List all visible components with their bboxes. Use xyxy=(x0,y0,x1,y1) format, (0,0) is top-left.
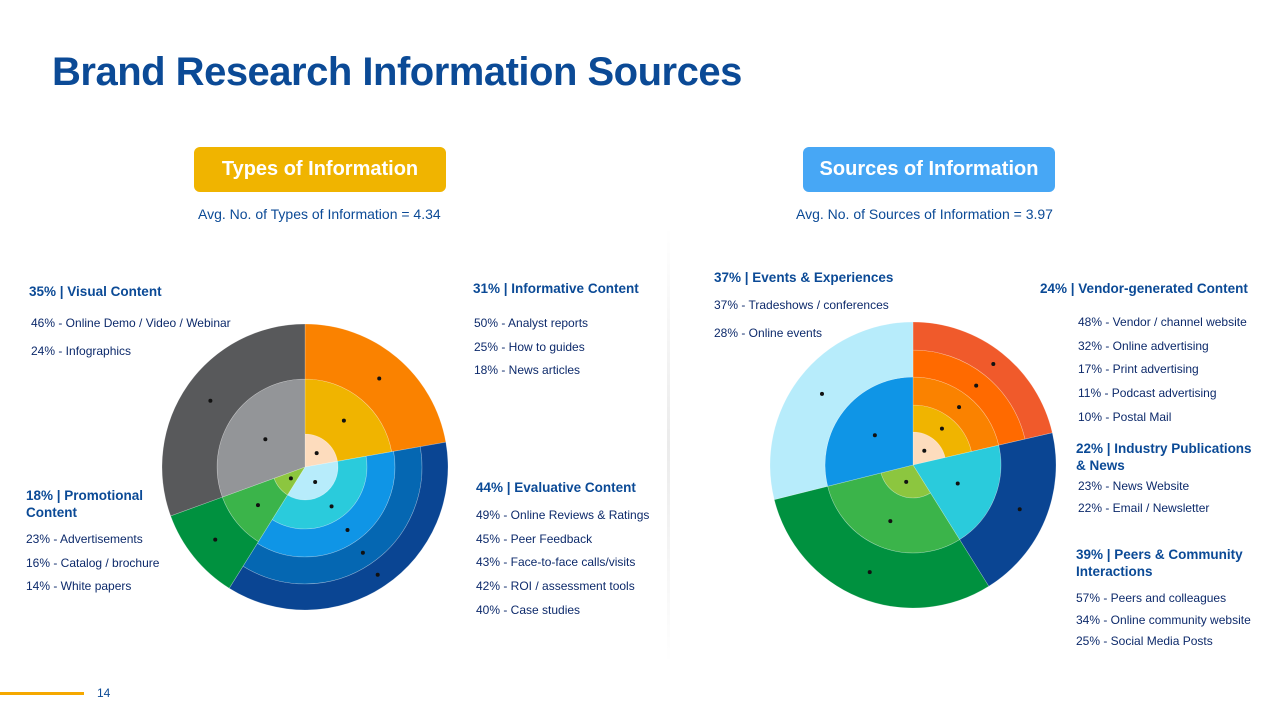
legend-item: 40% - Case studies xyxy=(476,603,581,617)
leader-dot xyxy=(360,550,365,555)
sunburst-segment xyxy=(824,376,914,487)
legend-item: 32% - Online advertising xyxy=(1078,339,1209,353)
legend-item: 25% - How to guides xyxy=(474,340,585,354)
legend-item: 42% - ROI / assessment tools xyxy=(476,579,635,593)
sunburst-segment xyxy=(161,323,306,517)
sources-pill-label: Sources of Information xyxy=(819,158,1039,180)
leader-dot xyxy=(263,437,268,442)
sources-avg-text: Avg. No. of Sources of Information = 3.9… xyxy=(796,206,1053,222)
group-header-promotional: 18% | Promotional Content xyxy=(26,488,144,520)
leader-dot xyxy=(957,405,962,410)
group-header-industry: 22% | Industry Publications & News xyxy=(1076,441,1252,473)
types-pill-label: Types of Information xyxy=(221,158,419,180)
sunburst-segment xyxy=(304,323,447,453)
sunburst-segment xyxy=(959,432,1057,587)
leader-dot xyxy=(208,398,213,403)
legend-item: 14% - White papers xyxy=(26,579,132,593)
group-header-evaluative: 44% | Evaluative Content xyxy=(476,480,636,495)
legend-item: 23% - News Website xyxy=(1078,479,1190,493)
leader-dot xyxy=(922,448,927,453)
leader-dot xyxy=(345,528,350,533)
types-avg-text: Avg. No. of Types of Information = 4.34 xyxy=(198,206,441,222)
sources-of-information-pill: Sources of Information xyxy=(803,147,1055,192)
legend-item: 49% - Online Reviews & Ratings xyxy=(476,508,650,522)
leader-dot xyxy=(213,537,218,542)
leader-dot xyxy=(377,376,382,381)
legend-item: 11% - Podcast advertising xyxy=(1078,386,1217,400)
sunburst-segment xyxy=(228,441,449,611)
sunburst-segment xyxy=(256,451,396,558)
group-header-events: 37% | Events & Experiences xyxy=(714,270,894,285)
leader-dot xyxy=(991,362,996,367)
legend-item: 28% - Online events xyxy=(714,326,823,340)
sunburst-segment xyxy=(773,485,990,609)
leader-dot xyxy=(288,476,293,481)
legend-item: 17% - Print advertising xyxy=(1078,362,1199,376)
leader-dot xyxy=(314,451,319,456)
leader-dot xyxy=(819,391,824,396)
legend-item: 23% - Advertisements xyxy=(26,532,143,546)
group-header-peers: 39% | Peers & Community Interactions xyxy=(1076,547,1243,579)
legend-item: 45% - Peer Feedback xyxy=(476,532,593,546)
sunburst-segment xyxy=(170,496,259,589)
legend-item: 18% - News articles xyxy=(474,363,581,377)
leader-dot xyxy=(888,519,893,524)
leader-dot xyxy=(974,383,979,388)
legend-item: 50% - Analyst reports xyxy=(474,316,589,330)
leader-dot xyxy=(341,418,346,423)
legend-item: 46% - Online Demo / Video / Webinar xyxy=(31,316,231,330)
page-number: 14 xyxy=(97,686,111,700)
legend-item: 10% - Postal Mail xyxy=(1078,410,1172,424)
leader-dot xyxy=(904,479,909,484)
legend-item: 34% - Online community website xyxy=(1076,613,1251,627)
page-title: Brand Research Information Sources xyxy=(52,50,742,94)
sunburst-segment xyxy=(827,472,961,554)
leader-dot xyxy=(255,503,260,508)
leader-dot xyxy=(375,572,380,577)
legend-item: 43% - Face-to-face calls/visits xyxy=(476,555,636,569)
leader-dot xyxy=(867,570,872,575)
leader-dot xyxy=(872,433,877,438)
sunburst-segment xyxy=(912,431,946,466)
group-header-visual: 35% | Visual Content xyxy=(29,284,162,299)
legend-item: 24% - Infographics xyxy=(31,344,132,358)
leader-dot xyxy=(939,426,944,431)
leader-dot xyxy=(313,480,318,485)
leader-dot xyxy=(1017,507,1022,512)
group-header-informative: 31% | Informative Content xyxy=(473,281,639,296)
sunburst-segment xyxy=(912,349,1026,446)
sunburst-segment xyxy=(912,321,1053,440)
footer-accent-bar xyxy=(0,692,84,695)
legend-item: 22% - Email / Newsletter xyxy=(1078,501,1210,515)
legend-item: 16% - Catalog / brochure xyxy=(26,556,160,570)
chart-divider xyxy=(667,225,670,665)
legend-item: 48% - Vendor / channel website xyxy=(1078,315,1247,329)
legend-item: 57% - Peers and colleagues xyxy=(1076,591,1227,605)
legend-item: 37% - Tradeshows / conferences xyxy=(714,298,889,312)
leader-dot xyxy=(955,481,960,486)
group-header-vendor: 24% | Vendor-generated Content xyxy=(1040,281,1248,296)
types-of-information-pill: Types of Information xyxy=(194,147,446,192)
sunburst-segment xyxy=(769,321,914,500)
leader-dot xyxy=(329,504,334,509)
legend-item: 25% - Social Media Posts xyxy=(1076,634,1213,648)
